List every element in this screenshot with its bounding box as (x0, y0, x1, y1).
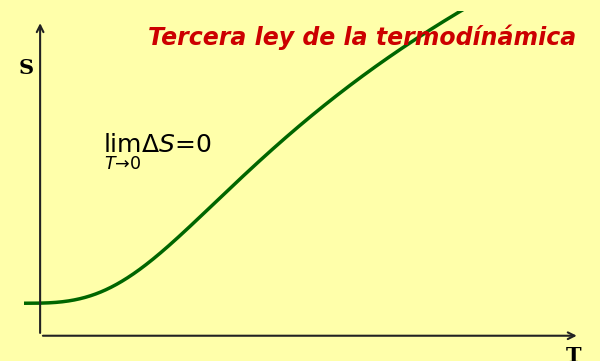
Text: S: S (19, 58, 34, 78)
Text: Tercera ley de la termodínámica: Tercera ley de la termodínámica (148, 24, 577, 50)
Text: T: T (566, 345, 582, 361)
Text: $\lim_{T\to 0} \Delta S = 0$: $\lim_{T\to 0} \Delta S = 0$ (103, 132, 211, 172)
